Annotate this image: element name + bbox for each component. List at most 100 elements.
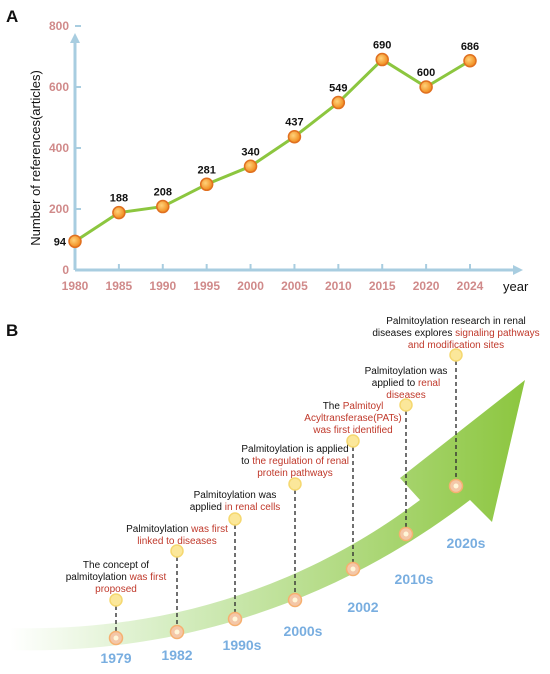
event-highlight-text: proposed <box>95 584 137 595</box>
event-highlight-text: and modification sites <box>408 340 504 351</box>
event-text: palmitoylation <box>66 572 130 583</box>
data-label: 549 <box>329 83 347 95</box>
x-tick-label: 2015 <box>369 279 396 293</box>
event-marker <box>346 434 360 448</box>
timeline-arrow <box>10 380 525 651</box>
event-text: diseases explores <box>372 328 455 339</box>
timeline-node-center <box>403 531 409 537</box>
event-highlight-text: signaling pathways <box>455 328 540 339</box>
data-point <box>199 177 214 192</box>
event-highlight-text: Palmitoyl <box>343 401 384 412</box>
data-point <box>156 199 170 214</box>
x-tick-label: 1990 <box>149 279 176 293</box>
event-marker <box>399 398 413 412</box>
event-description-line: Palmitoylation was first <box>126 524 228 535</box>
event-text: Palmitoylation is applied <box>241 444 348 455</box>
timeline-year-label: 1979 <box>100 650 131 666</box>
data-label: 690 <box>373 40 391 52</box>
event-text: applied to <box>372 378 418 389</box>
event-highlight-text: the regulation of renal <box>252 456 349 467</box>
line-chart: 0 200 400 600 800 1980 1985 1990 1995 2000 2005 201… <box>28 19 529 294</box>
event-highlight-text: renal <box>418 378 440 389</box>
x-tick-label: 2024 <box>457 279 484 293</box>
data-label: 188 <box>110 193 128 205</box>
x-tick-label: 1980 <box>62 279 89 293</box>
y-tick-label: 400 <box>49 141 69 155</box>
event-description-line: Palmitoylation was <box>365 366 448 377</box>
y-axis-label: Number of references(articles) <box>28 70 43 246</box>
x-tick-label: 2010 <box>325 279 352 293</box>
event-marker <box>449 348 463 362</box>
timeline-event: Palmitoylation research in renaldiseases… <box>372 316 539 551</box>
event-marker <box>170 544 184 558</box>
event-text: The concept of <box>83 560 149 571</box>
data-point <box>375 52 389 67</box>
event-description-line: applied to renal <box>372 378 440 389</box>
event-description-line: The Palmitoyl <box>323 401 384 412</box>
x-tick-label: 2000 <box>237 279 264 293</box>
event-marker <box>288 477 302 491</box>
event-description-line: diseases explores signaling pathways <box>372 328 539 339</box>
y-tick-label: 200 <box>49 202 69 216</box>
event-description-line: diseases <box>386 390 425 401</box>
x-tick-label: 2005 <box>281 279 308 293</box>
y-tick-label: 800 <box>49 19 69 33</box>
timeline-year-label: 2002 <box>347 599 378 615</box>
event-description-line: proposed <box>95 584 137 595</box>
event-description-line: and modification sites <box>408 340 504 351</box>
event-description-line: applied in renal cells <box>190 502 281 513</box>
event-highlight-text: in renal cells <box>225 502 281 513</box>
event-highlight-text: was first <box>129 572 167 583</box>
data-label: 437 <box>285 117 303 129</box>
event-description-line: was first identified <box>312 425 392 436</box>
y-tick-label: 0 <box>62 263 69 277</box>
event-description-line: Palmitoylation is applied <box>241 444 348 455</box>
event-description-line: Acyltransferase(PATs) <box>304 413 401 424</box>
timeline-node-center <box>453 483 459 489</box>
data-label: 340 <box>241 146 259 158</box>
data-label: 94 <box>54 236 67 248</box>
event-text: Palmitoylation was <box>194 490 277 501</box>
event-text: to <box>241 456 252 467</box>
event-highlight-text: diseases <box>386 390 425 401</box>
data-label: 208 <box>154 187 172 199</box>
series-line <box>74 58 471 243</box>
event-marker <box>228 512 242 526</box>
timeline-node-center <box>350 566 356 572</box>
event-highlight-text: Acyltransferase(PATs) <box>304 413 401 424</box>
event-text: Palmitoylation was <box>365 366 448 377</box>
timeline-node-center <box>174 629 180 635</box>
panel-b-label: B <box>6 321 18 340</box>
data-point <box>243 159 258 174</box>
panel-a-label: A <box>6 7 18 26</box>
data-label: 281 <box>197 164 215 176</box>
event-text: applied <box>190 502 225 513</box>
event-highlight-text: was first <box>190 524 228 535</box>
event-description-line: protein pathways <box>257 468 333 479</box>
event-marker <box>109 593 123 607</box>
data-point <box>331 95 346 110</box>
event-description-line: to the regulation of renal <box>241 456 349 467</box>
event-text: Palmitoylation research in renal <box>386 316 526 327</box>
timeline-year-label: 2020s <box>447 535 486 551</box>
event-text: Palmitoylation <box>126 524 191 535</box>
event-description-line: linked to diseases <box>137 536 217 547</box>
data-point <box>112 205 126 220</box>
event-highlight-text: linked to diseases <box>137 536 217 547</box>
event-description-line: Palmitoylation was <box>194 490 277 501</box>
x-tick-label: 1985 <box>106 279 133 293</box>
event-highlight-text: was first identified <box>312 425 392 436</box>
timeline-year-label: 1990s <box>223 637 262 653</box>
timeline-node-center <box>232 616 238 622</box>
timeline-node-center <box>292 597 298 603</box>
timeline-year-label: 2000s <box>284 623 323 639</box>
x-tick-label: 1995 <box>193 279 220 293</box>
